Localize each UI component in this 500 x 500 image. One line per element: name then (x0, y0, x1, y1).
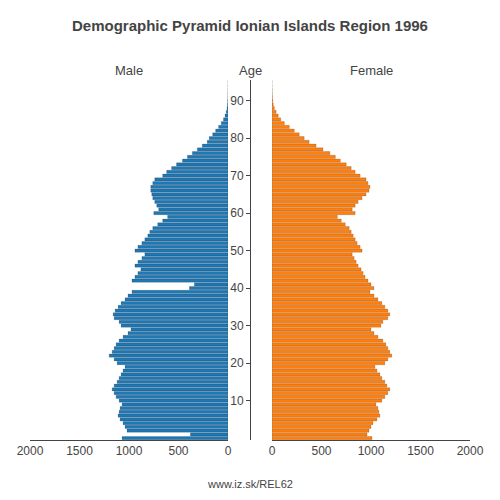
svg-text:1500: 1500 (66, 444, 93, 458)
svg-text:60: 60 (230, 206, 244, 220)
svg-text:1000: 1000 (358, 444, 385, 458)
svg-text:Demographic Pyramid Ionian Isl: Demographic Pyramid Ionian Islands Regio… (72, 17, 428, 34)
svg-text:0: 0 (269, 444, 276, 458)
svg-text:500: 500 (168, 444, 188, 458)
svg-text:www.iz.sk/REL62: www.iz.sk/REL62 (207, 478, 293, 490)
svg-text:10: 10 (230, 394, 244, 408)
svg-text:20: 20 (230, 356, 244, 370)
svg-text:90: 90 (230, 94, 244, 108)
svg-text:50: 50 (230, 244, 244, 258)
svg-text:2000: 2000 (17, 444, 44, 458)
svg-text:30: 30 (230, 319, 244, 333)
svg-text:1500: 1500 (407, 444, 434, 458)
svg-text:Male: Male (115, 63, 143, 78)
svg-text:Age: Age (239, 63, 262, 78)
svg-text:80: 80 (230, 131, 244, 145)
svg-text:1000: 1000 (116, 444, 143, 458)
svg-text:2000: 2000 (457, 444, 484, 458)
svg-text:Female: Female (350, 63, 393, 78)
svg-text:500: 500 (311, 444, 331, 458)
svg-text:70: 70 (230, 169, 244, 183)
svg-text:0: 0 (225, 444, 232, 458)
svg-text:40: 40 (230, 281, 244, 295)
